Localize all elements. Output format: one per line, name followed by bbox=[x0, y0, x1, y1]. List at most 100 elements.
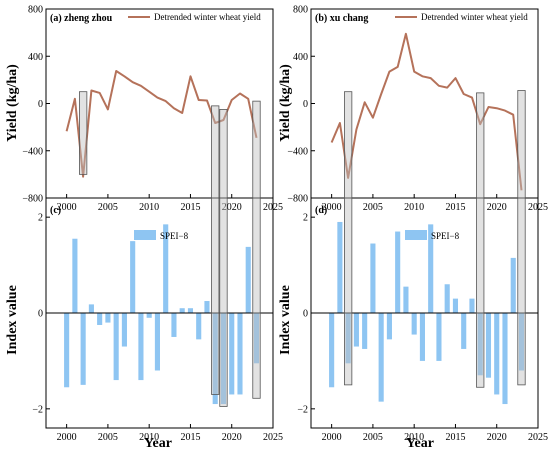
panel-label: (c) bbox=[50, 205, 61, 216]
x-tick-label: 2005 bbox=[363, 432, 383, 443]
panel-d-spei: −2 0 2 2000 2005 2010 2015 2020 2025 (d) SPEI−8 bbox=[297, 197, 548, 443]
y-tick-label: 0 bbox=[38, 99, 43, 110]
spei-bar bbox=[163, 224, 169, 313]
spei-bar bbox=[204, 301, 210, 313]
panel-label: (b) xu chang bbox=[315, 13, 368, 24]
y-axis-title-index-right: Index value bbox=[278, 285, 293, 355]
spei-bar bbox=[461, 313, 467, 349]
x-tick-label: 2000 bbox=[322, 432, 342, 443]
spei-bar bbox=[253, 313, 260, 364]
spei-bar bbox=[212, 313, 218, 405]
spei-bar bbox=[378, 313, 384, 402]
legend-label: Detrended winter wheat yield bbox=[154, 12, 261, 22]
spei-bar bbox=[64, 313, 70, 388]
y-tick-label: 0 bbox=[303, 309, 308, 320]
y-axis-title-index-left: Index value bbox=[5, 285, 20, 355]
y-tick-label: −800 bbox=[22, 194, 43, 205]
x-tick-label: 2025 bbox=[528, 432, 548, 443]
spei-bar bbox=[154, 313, 160, 371]
y-tick-label: 2 bbox=[38, 213, 43, 224]
spei-bar bbox=[121, 313, 127, 347]
spei-bar bbox=[138, 313, 144, 381]
spei-bar bbox=[72, 238, 78, 313]
y-tick-label: 400 bbox=[28, 52, 43, 63]
spei-bar bbox=[452, 298, 459, 313]
spei-bar bbox=[130, 241, 136, 313]
x-tick-label: 2015 bbox=[445, 202, 465, 213]
panel-label: (a) zheng zhou bbox=[50, 13, 113, 24]
spei-bar bbox=[353, 313, 359, 347]
spei-bar bbox=[88, 304, 94, 313]
spei-bar bbox=[179, 308, 185, 313]
x-tick-label: 2015 bbox=[445, 432, 465, 443]
x-tick-label: 2010 bbox=[139, 432, 159, 443]
y-tick-label: −800 bbox=[287, 194, 308, 205]
x-tick-label: 2010 bbox=[404, 202, 424, 213]
legend-bar-swatch bbox=[405, 230, 427, 240]
panel-c-spei: −2 0 2 2000 2005 2010 2015 2020 2025 (c) SPEI−8 bbox=[32, 197, 283, 443]
spei-bar bbox=[494, 313, 500, 395]
spei-bar bbox=[171, 313, 177, 337]
x-axis-title-left: Year bbox=[144, 436, 172, 451]
spei-bar bbox=[370, 243, 376, 313]
x-tick-label: 2000 bbox=[57, 202, 77, 213]
spei-bar bbox=[386, 313, 392, 340]
spei-bar bbox=[485, 313, 492, 378]
x-tick-label: 2005 bbox=[363, 202, 383, 213]
spei-bar bbox=[469, 298, 475, 313]
drought-highlight-box bbox=[517, 90, 526, 386]
x-tick-label: 2025 bbox=[263, 432, 283, 443]
spei-bar bbox=[510, 257, 516, 313]
y-tick-label: 800 bbox=[293, 5, 308, 16]
spei-bar bbox=[237, 313, 243, 395]
drought-highlight-box bbox=[252, 100, 261, 399]
x-tick-label: 2000 bbox=[57, 432, 77, 443]
spei-bar bbox=[187, 308, 194, 313]
spei-bar bbox=[196, 313, 202, 340]
drought-highlight-box bbox=[219, 109, 228, 407]
x-tick-label: 2020 bbox=[487, 202, 507, 213]
spei-bar bbox=[411, 313, 417, 335]
spei-bar bbox=[502, 313, 508, 405]
x-tick-label: 2005 bbox=[98, 432, 118, 443]
legend-label: SPEI−8 bbox=[431, 231, 460, 241]
y-tick-label: 0 bbox=[303, 99, 308, 110]
spei-bar bbox=[97, 313, 103, 325]
y-tick-label: −2 bbox=[297, 404, 308, 415]
legend-bar-swatch bbox=[134, 230, 156, 240]
x-tick-label: 2020 bbox=[487, 432, 507, 443]
spei-bar bbox=[113, 313, 119, 381]
spei-bar bbox=[362, 313, 368, 349]
y-tick-label: 2 bbox=[303, 213, 308, 224]
y-tick-label: 400 bbox=[293, 52, 308, 63]
spei-bar bbox=[518, 313, 525, 371]
y-axis-title-yield-left: Yield (kg/ha) bbox=[5, 64, 20, 142]
drought-highlight-box bbox=[211, 105, 220, 395]
spei-bar bbox=[428, 224, 434, 313]
y-tick-label: −2 bbox=[32, 404, 43, 415]
y-tick-label: 0 bbox=[38, 309, 43, 320]
spei-bar bbox=[245, 246, 251, 313]
x-axis-title-right: Year bbox=[406, 436, 434, 451]
spei-bar bbox=[403, 286, 409, 313]
spei-bar bbox=[146, 313, 152, 318]
spei-bar bbox=[444, 284, 450, 313]
spei-bar bbox=[395, 231, 401, 313]
spei-bar bbox=[105, 313, 111, 323]
drought-highlight-box bbox=[344, 91, 353, 386]
legend-label: SPEI−8 bbox=[160, 231, 189, 241]
x-tick-label: 2000 bbox=[322, 202, 342, 213]
y-axis-title-yield-right: Yield (kg/ha) bbox=[278, 64, 293, 142]
spei-bar bbox=[329, 313, 335, 388]
spei-bar bbox=[229, 313, 235, 395]
spei-bar bbox=[436, 313, 442, 361]
drought-highlight-box bbox=[476, 92, 485, 388]
yield-line bbox=[65, 70, 258, 178]
spei-bar bbox=[337, 221, 343, 313]
yield-line bbox=[330, 32, 523, 191]
x-tick-label: 2020 bbox=[222, 202, 242, 213]
x-tick-label: 2005 bbox=[98, 202, 118, 213]
